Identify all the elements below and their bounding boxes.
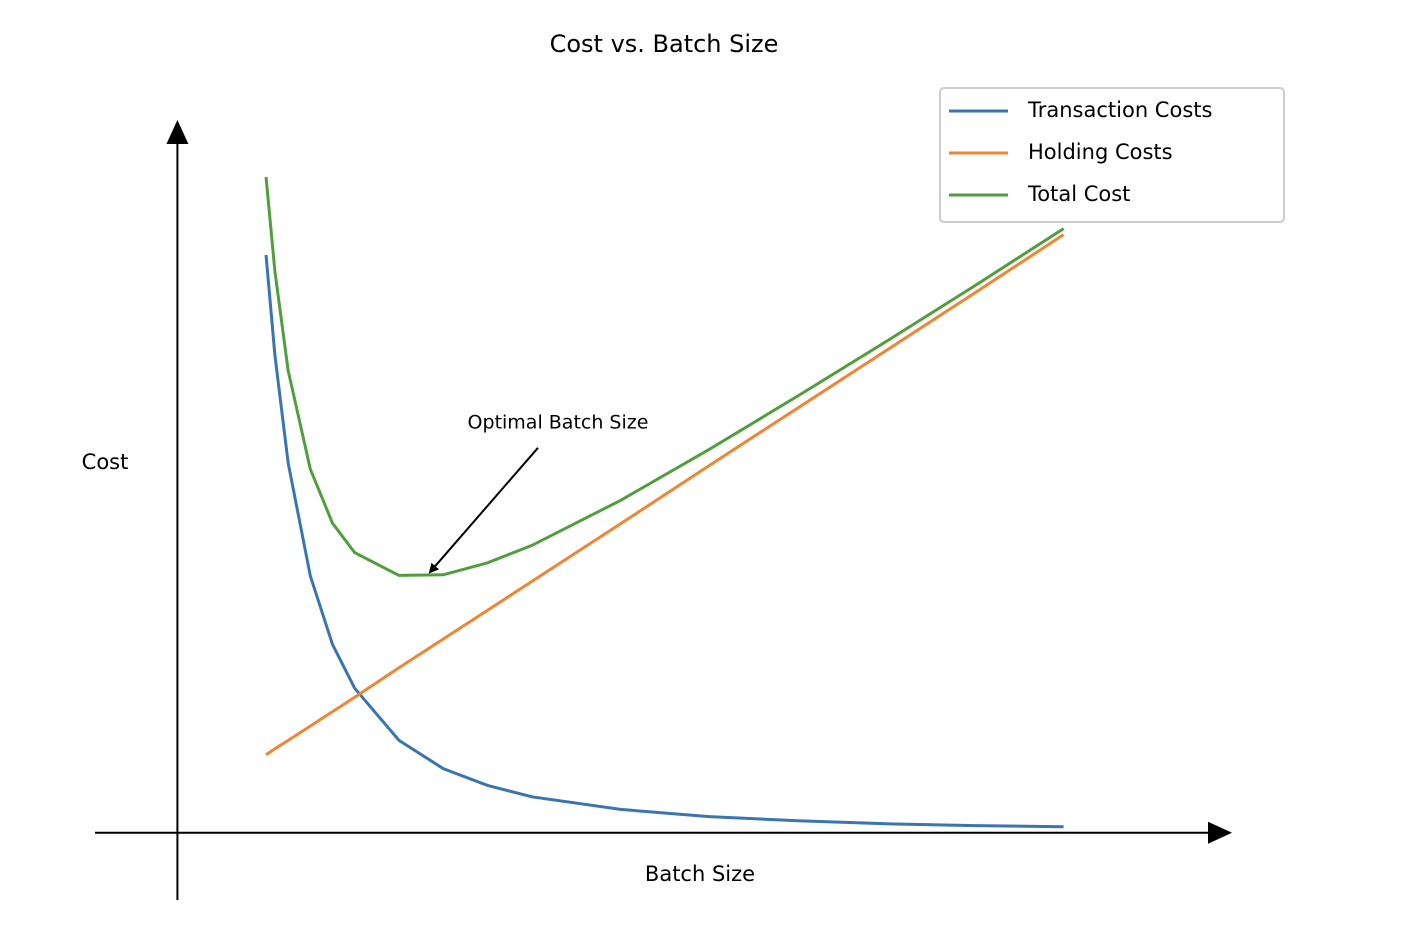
- legend-label: Total Cost: [1027, 182, 1130, 206]
- legend-label: Holding Costs: [1028, 140, 1173, 164]
- y-axis-label: Cost: [82, 450, 129, 474]
- annotation-arrow: [428, 447, 539, 574]
- x-axis-label: Batch Size: [645, 862, 755, 886]
- y-axis-arrow: [166, 120, 189, 144]
- legend-label: Transaction Costs: [1027, 98, 1212, 122]
- x-axis-arrow: [1208, 821, 1232, 844]
- series-line: [265, 233, 1065, 757]
- annotation-text: Optimal Batch Size: [468, 411, 649, 433]
- series-line: [264, 176, 1065, 577]
- series-line: [264, 254, 1064, 829]
- legend-box: [939, 87, 1285, 223]
- chart-title: Cost vs. Batch Size: [550, 30, 779, 58]
